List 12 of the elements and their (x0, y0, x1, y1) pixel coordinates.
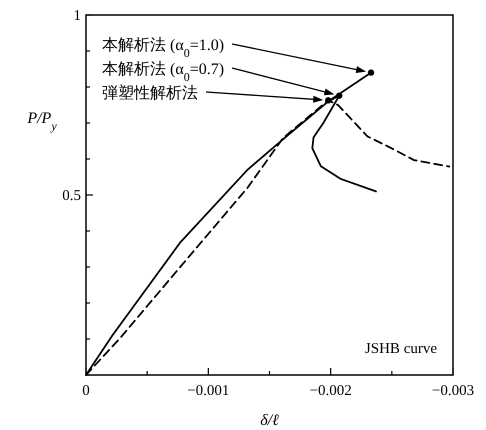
x-tick-label: −0.002 (310, 383, 352, 399)
y-tick-label: 1 (74, 8, 81, 24)
x-axis-title: δ/ℓ (260, 412, 280, 429)
annotation: 本解析法 (α$_{0}$=1.0) (102, 36, 224, 60)
y-axis-title: P/P$_{y}$ (26, 110, 58, 133)
y-tick-label: 0.5 (62, 188, 81, 204)
annotation: JSHB curve (364, 341, 438, 357)
x-tick-label: −0.001 (187, 383, 230, 399)
x-tick-label: −0.003 (432, 383, 474, 399)
x-tick-label: 0 (82, 383, 90, 399)
annotation: 本解析法 (α$_{0}$=0.7) (102, 60, 224, 84)
annotation: 弾塑性解析法 (102, 84, 198, 102)
